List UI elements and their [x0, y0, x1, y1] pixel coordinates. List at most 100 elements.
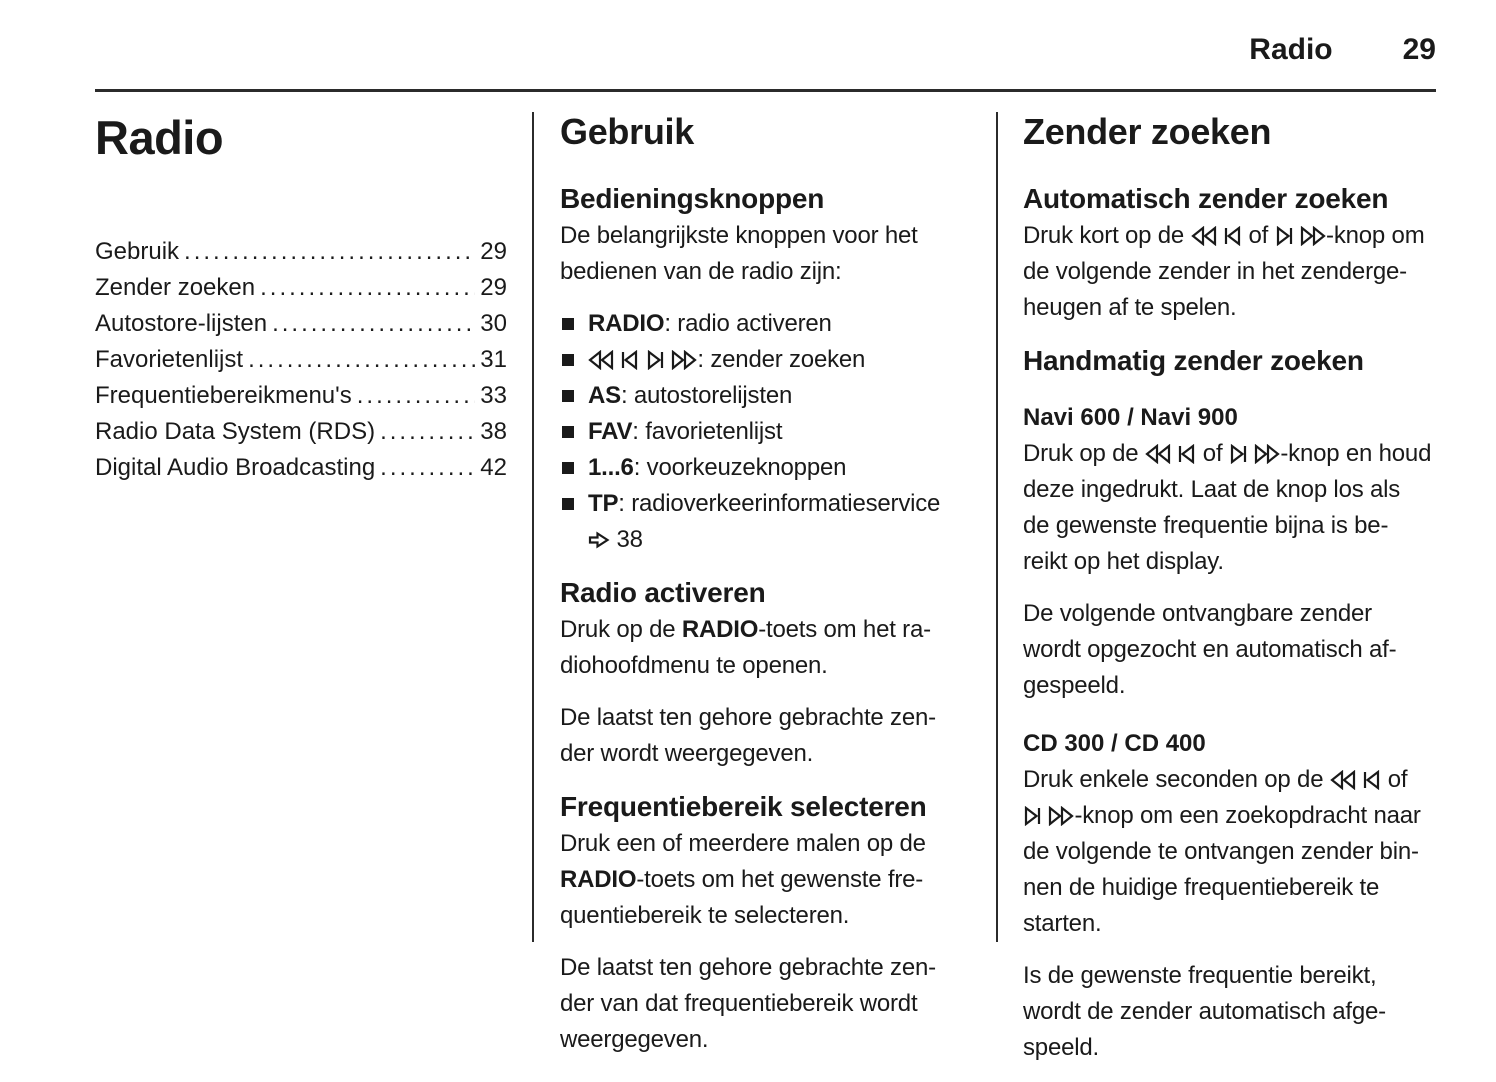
bold-text: 1...6 [588, 454, 634, 481]
button-list-item: FAV: favorietenlijst [560, 414, 962, 450]
toc-page-number: 38 [480, 417, 507, 445]
paragraph: Is de gewenste frequentie bereikt, wordt… [1023, 962, 1386, 1061]
left-column: Radio Gebruik 29 Zender zoeken 29 Autostore-… [95, 112, 507, 486]
subsection-frequentiebereik-selecteren: Frequentiebereik selecteren [560, 791, 927, 822]
bold-text: FAV [588, 418, 633, 445]
paragraph: Druk enkele seconden op de of -knop om e… [1023, 766, 1421, 937]
bullet-item-text: FAV: favorietenlijst [588, 418, 783, 445]
bullet-item-text: AS: autostorelijsten [588, 382, 793, 409]
seek-forward-icon [1049, 805, 1075, 827]
bold-text: RADIO [560, 866, 637, 893]
bold-text: TP [588, 490, 619, 517]
toc-row: Radio Data System (RDS) 38 [95, 414, 507, 450]
header-page-number: 29 [1402, 33, 1436, 66]
toc-row: Digital Audio Broadcasting 42 [95, 450, 507, 486]
toc-row: Favorietenlijst 31 [95, 342, 507, 378]
toc-page-number: 33 [480, 381, 507, 409]
toc-dot-leader [357, 378, 476, 414]
ref-arrow-icon [588, 531, 610, 549]
bullet-icon [562, 354, 574, 366]
section-title-zender-zoeken: Zender zoeken [1023, 111, 1272, 152]
subsection-radio-activeren: Radio activeren [560, 577, 766, 608]
middle-column: Gebruik Bedieningsknoppen De belangrijks… [560, 112, 962, 1074]
column-divider-left [532, 112, 534, 942]
bullet-icon [562, 390, 574, 402]
bullet-icon [562, 498, 574, 510]
bold-text: RADIO [681, 616, 759, 643]
chapter-title: Radio [95, 111, 224, 164]
paragraph-intro: De belangrijkste knoppen voor het bedien… [560, 222, 918, 285]
buttons-list: RADIO: radio activeren : zender zoeken AS… [560, 306, 962, 558]
button-list-item: 1...6: voorkeuzeknoppen [560, 450, 962, 486]
header-rule [95, 89, 1436, 92]
seek-forward-icon [1300, 225, 1326, 247]
button-list-item: RADIO: radio activeren [560, 306, 962, 342]
device-heading-navi: Navi 600 / Navi 900 [1023, 404, 1238, 431]
seek-rewind-icon [588, 349, 614, 371]
paragraph: De laatst ten gehore gebrachte zen- der … [560, 704, 936, 767]
toc-row: Gebruik 29 [95, 234, 507, 270]
seek-prev-icon [1224, 225, 1241, 247]
header-chapter: Radio [1249, 33, 1333, 66]
seek-next-icon [1230, 443, 1247, 465]
column-divider-right [996, 112, 998, 942]
subsection-automatisch-zender-zoeken: Automatisch zender zoeken [1023, 183, 1389, 214]
bullet-icon [562, 426, 574, 438]
table-of-contents: Gebruik 29 Zender zoeken 29 Autostore-lijste… [95, 234, 507, 486]
seek-forward-icon [1255, 443, 1281, 465]
toc-row: Autostore-lijsten 30 [95, 306, 507, 342]
toc-dot-leader [272, 306, 475, 342]
section-title-gebruik: Gebruik [560, 111, 694, 152]
bold-text: RADIO [588, 310, 665, 337]
subsection-bedieningsknoppen: Bedieningsknoppen [560, 183, 825, 214]
paragraph: De volgende ontvangbare zender wordt opg… [1023, 600, 1397, 699]
paragraph: Druk op de of -knop en houd deze ingedru… [1023, 440, 1432, 575]
button-list-item: : zender zoeken [560, 342, 962, 378]
seek-rewind-icon [1145, 443, 1170, 465]
toc-page-number: 29 [480, 273, 507, 301]
bullet-item-text: 1...6: voorkeuzeknoppen [588, 454, 847, 481]
seek-next-icon [1024, 805, 1041, 827]
seek-prev-icon [1179, 443, 1195, 465]
bullet-item-text: RADIO: radio activeren [588, 310, 832, 337]
toc-dot-leader [380, 414, 475, 450]
page-header: Radio 29 [1249, 33, 1436, 67]
toc-label: Favorietenlijst [95, 345, 244, 373]
toc-label: Digital Audio Broadcasting [95, 453, 376, 481]
toc-dot-leader [380, 450, 475, 486]
paragraph: De laatst ten gehore gebrachte zen- der … [560, 954, 936, 1053]
toc-dot-leader [184, 234, 475, 270]
seek-rewind-icon [1330, 769, 1355, 791]
seek-next-icon [1276, 225, 1292, 247]
seek-forward-icon [672, 349, 698, 371]
toc-dot-leader [260, 270, 475, 306]
seek-prev-icon [1364, 769, 1380, 791]
toc-label: Zender zoeken [95, 273, 256, 301]
paragraph: Druk kort op de of -knop om de volgende … [1023, 222, 1425, 321]
seek-rewind-icon [1190, 225, 1216, 247]
button-list-item: AS: autostorelijsten [560, 378, 962, 414]
bullet-item-text: TP: radioverkeerinformatieservice 38 [588, 490, 941, 553]
seek-prev-icon [622, 349, 638, 371]
toc-page-number: 29 [480, 237, 507, 265]
subsection-handmatig-zender-zoeken: Handmatig zender zoeken [1023, 345, 1364, 376]
toc-label: Autostore-lijsten [95, 309, 268, 337]
toc-page-number: 31 [480, 345, 507, 373]
toc-label: Gebruik [95, 237, 180, 265]
toc-row: Zender zoeken 29 [95, 270, 507, 306]
right-column: Zender zoeken Automatisch zender zoeken … [1023, 112, 1437, 1082]
toc-dot-leader [248, 342, 475, 378]
toc-page-number: 42 [480, 453, 507, 481]
paragraph: Druk een of meerdere malen op de RADIO-t… [560, 830, 926, 929]
toc-row: Frequentiebereikmenu's 33 [95, 378, 507, 414]
device-heading-cd: CD 300 / CD 400 [1023, 730, 1206, 757]
bullet-icon [562, 318, 574, 330]
seek-next-icon [647, 349, 664, 371]
toc-page-number: 30 [480, 309, 507, 337]
button-list-item: TP: radioverkeerinformatieservice 38 [560, 486, 962, 558]
paragraph: Druk op de RADIO-toets om het ra- diohoo… [560, 616, 931, 679]
toc-label: Frequentiebereikmenu's [95, 381, 352, 409]
bold-text: AS [588, 382, 621, 409]
bullet-icon [562, 462, 574, 474]
bullet-item-text: : zender zoeken [588, 342, 865, 378]
